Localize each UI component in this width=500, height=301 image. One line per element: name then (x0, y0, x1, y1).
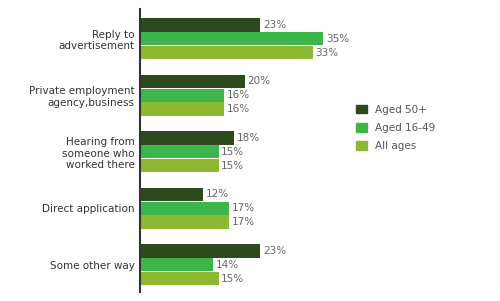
Text: 18%: 18% (237, 133, 260, 143)
Text: 17%: 17% (232, 217, 255, 227)
Bar (140, 18, 260, 32)
Bar (140, 46, 313, 59)
Bar (140, 202, 229, 215)
Bar (140, 88, 224, 102)
Text: 15%: 15% (221, 274, 244, 284)
Legend: Aged 50+, Aged 16-49, All ages: Aged 50+, Aged 16-49, All ages (353, 101, 438, 154)
Text: 15%: 15% (221, 147, 244, 157)
Text: 17%: 17% (232, 203, 255, 213)
Bar (140, 75, 245, 88)
Bar (140, 145, 218, 158)
Text: 16%: 16% (226, 90, 250, 100)
Bar (140, 32, 324, 45)
Text: 23%: 23% (263, 20, 286, 30)
Bar (140, 258, 214, 272)
Bar (140, 216, 229, 229)
Bar (140, 131, 234, 144)
Text: 12%: 12% (206, 189, 229, 199)
Bar (140, 102, 224, 116)
Text: 14%: 14% (216, 260, 239, 270)
Bar (140, 159, 218, 172)
Text: 33%: 33% (316, 48, 338, 58)
Text: 35%: 35% (326, 34, 349, 44)
Text: 23%: 23% (263, 246, 286, 256)
Text: 16%: 16% (226, 104, 250, 114)
Text: 20%: 20% (248, 76, 270, 86)
Bar (140, 188, 203, 201)
Bar (140, 244, 260, 258)
Bar (140, 272, 218, 285)
Text: 15%: 15% (221, 161, 244, 171)
